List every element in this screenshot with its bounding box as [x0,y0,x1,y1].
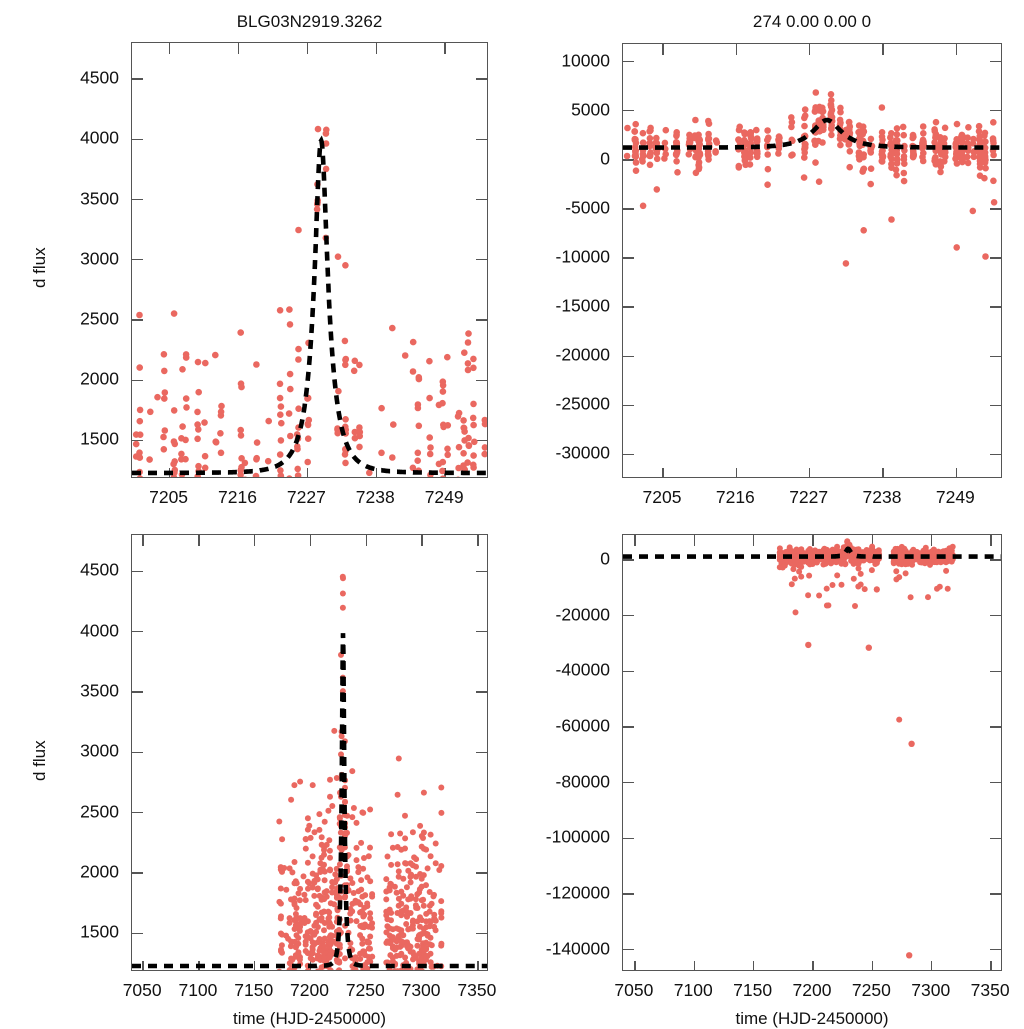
x-axis-tick-label: 7050 [123,980,162,1001]
plot-frame-top-left [131,42,488,478]
x-axis-tick-label: 7100 [674,980,713,1001]
data-layer-bottom-right [623,535,1002,971]
y-axis-tick-label: -40000 [480,660,610,681]
y-axis-tick-label: 4000 [0,620,119,641]
x-axis-tick-label: 7205 [643,487,682,508]
y-axis-tick-label: -5000 [480,197,610,218]
y-axis-tick-label: 3500 [0,188,119,209]
y-axis-label-bottom-left: d flux [30,740,50,781]
plot-frame-bottom-left [131,534,488,971]
y-axis-tick-label: 3000 [0,741,119,762]
x-axis-tick-label: 7150 [733,980,772,1001]
y-axis-tick-label: 1500 [0,429,119,450]
x-axis-tick-label: 7216 [218,487,257,508]
x-axis-tick-label: 7227 [287,487,326,508]
y-axis-tick-label: -60000 [480,716,610,737]
x-axis-tick-label: 7300 [911,980,950,1001]
y-axis-tick-label: 5000 [480,99,610,120]
x-axis-label-bottom-right: time (HJD-2450000) [622,1009,1002,1029]
x-axis-tick-label: 7200 [290,980,329,1001]
y-axis-tick-label: -20000 [480,604,610,625]
data-layer-bottom-left [132,535,488,971]
y-axis-tick-label: -15000 [480,296,610,317]
y-axis-tick-label: 3500 [0,680,119,701]
data-layer-top-right [623,44,1002,478]
x-axis-tick-label: 7150 [234,980,273,1001]
plot-title-right: 274 0.00 0.00 0 [622,12,1002,32]
y-axis-tick-label: -140000 [480,938,610,959]
plot-frame-bottom-right [622,534,1002,971]
y-axis-tick-label: 2000 [0,862,119,883]
scatter-points [133,126,488,478]
y-axis-tick-label: -25000 [480,394,610,415]
y-axis-tick-label: 1500 [0,922,119,943]
x-axis-tick-label: 7050 [614,980,653,1001]
y-axis-tick-label: 3000 [0,248,119,269]
y-axis-tick-label: -100000 [480,827,610,848]
x-axis-tick-label: 7250 [852,980,891,1001]
x-axis-label-bottom-left: time (HJD-2450000) [131,1009,488,1029]
x-axis-tick-label: 7350 [971,980,1010,1001]
data-layer-top-left [132,43,488,478]
y-axis-tick-label: -120000 [480,883,610,904]
y-axis-tick-label: -10000 [480,247,610,268]
x-axis-tick-label: 7227 [789,487,828,508]
x-axis-tick-label: 7300 [402,980,441,1001]
y-axis-tick-label: 0 [480,549,610,570]
x-axis-tick-label: 7249 [425,487,464,508]
scatter-points [276,574,444,971]
plot-title-left: BLG03N2919.3262 [131,12,488,32]
y-axis-tick-label: -30000 [480,443,610,464]
x-axis-tick-label: 7238 [863,487,902,508]
y-axis-tick-label: -20000 [480,345,610,366]
y-axis-tick-label: 4000 [0,128,119,149]
x-axis-tick-label: 7100 [178,980,217,1001]
y-axis-tick-label: 4500 [0,68,119,89]
y-axis-label-top-left: d flux [30,247,50,288]
y-axis-tick-label: 2000 [0,369,119,390]
x-axis-tick-label: 7216 [716,487,755,508]
x-axis-tick-label: 7250 [346,980,385,1001]
x-axis-tick-label: 7249 [936,487,975,508]
scatter-points [777,538,956,958]
plot-frame-top-right [622,43,1002,478]
x-axis-tick-label: 7238 [356,487,395,508]
x-axis-tick-label: 7350 [457,980,496,1001]
y-axis-tick-label: 4500 [0,560,119,581]
y-axis-tick-label: -80000 [480,771,610,792]
x-axis-tick-label: 7205 [149,487,188,508]
scatter-points [624,89,998,267]
y-axis-tick-label: 10000 [480,50,610,71]
y-axis-tick-label: 2500 [0,801,119,822]
y-axis-tick-label: 0 [480,148,610,169]
y-axis-tick-label: 2500 [0,309,119,330]
x-axis-tick-label: 7200 [793,980,832,1001]
